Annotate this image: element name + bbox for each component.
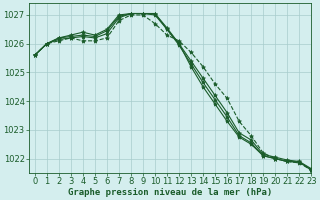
X-axis label: Graphe pression niveau de la mer (hPa): Graphe pression niveau de la mer (hPa)	[68, 188, 272, 197]
